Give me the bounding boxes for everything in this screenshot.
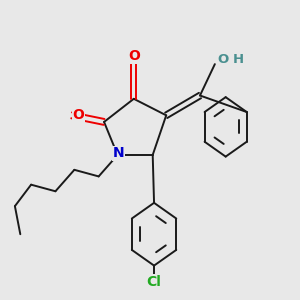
Text: O: O [73, 108, 84, 122]
Text: H: H [232, 53, 244, 66]
Text: Cl: Cl [147, 275, 161, 289]
Text: O: O [218, 53, 229, 66]
Text: O: O [128, 49, 140, 63]
Text: N: N [113, 146, 125, 160]
